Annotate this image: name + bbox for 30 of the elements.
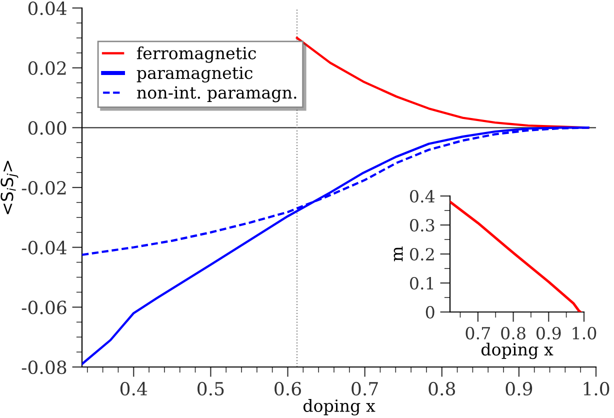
y-axis-title: <S$_{i}$S$_{j}$> <box>0 160 18 214</box>
legend-label: paramagnetic <box>136 66 252 83</box>
x-tick-label: 0.7 <box>352 382 378 396</box>
x-tick-label: 0.8 <box>501 326 526 340</box>
y-tick-label: -0.08 <box>22 360 66 374</box>
x-tick-label: 1.0 <box>584 382 610 396</box>
y-tick-label: 0 <box>426 306 434 319</box>
y-tick-label: -0.04 <box>22 240 67 254</box>
y-tick-label: 0.04 <box>28 1 67 16</box>
x-tick-label: 0.7 <box>466 326 490 340</box>
y-tick-label: 0.1 <box>410 276 434 290</box>
y-tick-label: -0.02 <box>22 180 66 195</box>
y-tick-label: 0.00 <box>28 121 66 135</box>
y-axis-title: m <box>394 246 403 262</box>
x-tick-label: 0.8 <box>428 382 456 396</box>
x-axis-title: doping x <box>303 399 376 416</box>
y-tick-label: 0.02 <box>28 61 66 75</box>
y-tick-label: -0.06 <box>22 300 66 314</box>
legend-label: ferromagnetic <box>136 46 256 63</box>
x-tick-label: 0.6 <box>274 382 301 396</box>
x-tick-label: 0.9 <box>506 382 532 396</box>
x-tick-label: 0.9 <box>536 326 561 340</box>
y-tick-label: 0.2 <box>410 248 434 261</box>
y-tick-label: 0.3 <box>410 218 434 232</box>
y-tick-label: 0.4 <box>410 190 435 203</box>
x-tick-label: 0.5 <box>198 382 224 396</box>
x-tick-label: 1.0 <box>572 326 596 340</box>
x-tick-label: 0.4 <box>120 382 148 396</box>
legend-label: non-int. paramagn. <box>136 86 296 102</box>
x-axis-title: doping x <box>481 342 554 360</box>
